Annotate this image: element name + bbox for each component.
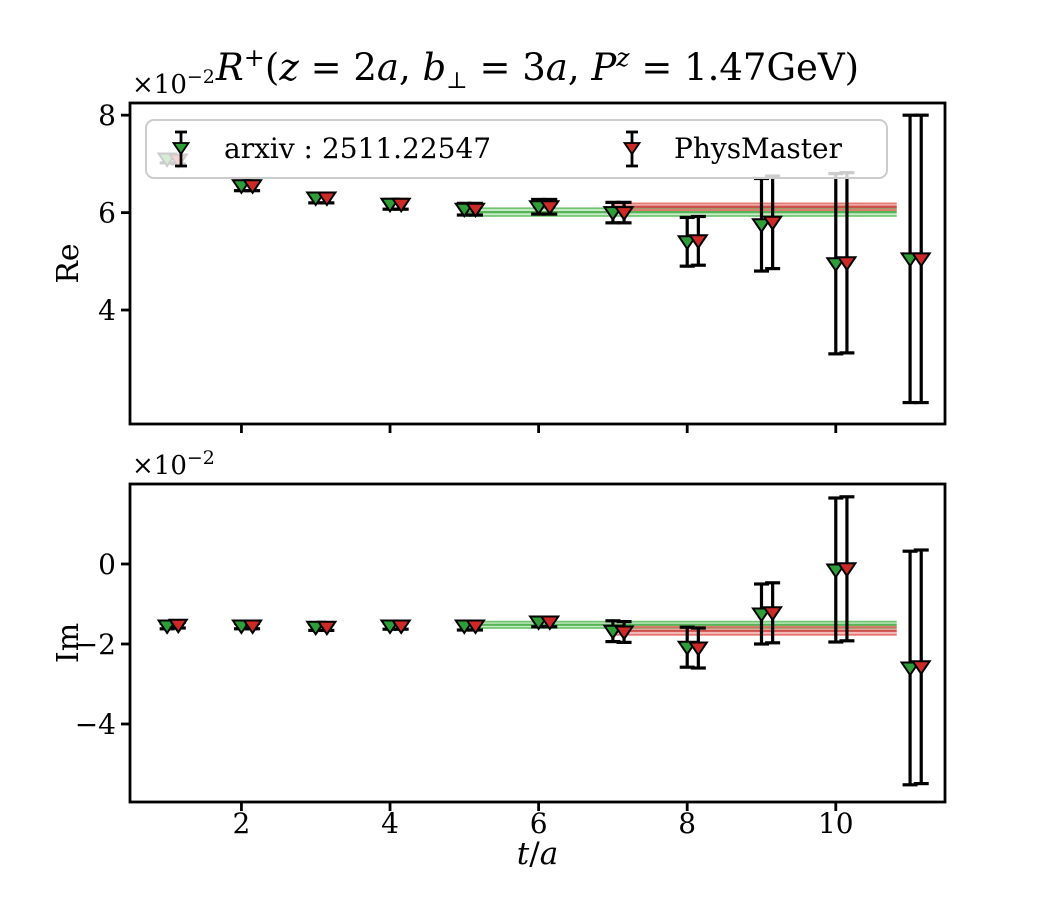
fit-band-red xyxy=(612,625,897,636)
Re-subplot: 4 6 8 ×10−2 Re xyxy=(51,66,947,433)
triangle-down-marker xyxy=(762,606,783,622)
x-tick-label: 4 xyxy=(381,807,399,840)
triangle-down-marker xyxy=(316,620,338,636)
errorbar-point xyxy=(910,113,932,405)
Im-subplot: 2 4 6 8 10 −4 −2 0 ×10−2 Im t/a xyxy=(51,447,947,872)
errorbar-point xyxy=(539,615,561,631)
triangle-down-marker xyxy=(762,215,783,232)
triangle-down-marker xyxy=(465,619,486,635)
x-tick-label: 8 xyxy=(678,807,696,840)
y-axis-label: Re xyxy=(51,243,86,283)
y-tick-label: 8 xyxy=(98,99,116,132)
errorbar-point xyxy=(613,200,635,225)
triangle-down-marker xyxy=(836,562,858,578)
offset-text: ×10−2 xyxy=(132,66,215,100)
errorbar-point xyxy=(762,581,783,645)
y-tick-label: −4 xyxy=(75,708,116,741)
legend-box xyxy=(145,119,888,179)
legend-triangle-marker xyxy=(171,142,191,156)
errorbar-point xyxy=(836,495,858,643)
legend-entry: PhysMaster xyxy=(622,130,843,168)
y-tick-label: 4 xyxy=(98,294,116,327)
plot-frame xyxy=(128,482,947,804)
triangle-down-marker xyxy=(167,618,189,634)
triangle-down-marker xyxy=(751,607,772,623)
errorbar-point xyxy=(751,176,772,273)
errorbar-point xyxy=(836,171,858,355)
errorbar-point xyxy=(390,197,412,214)
legend-label: arxiv : 2511.22547 xyxy=(224,132,491,165)
triangle-down-marker xyxy=(613,206,635,222)
triangle-down-marker xyxy=(390,619,412,635)
triangle-down-marker xyxy=(242,619,263,635)
errorbar-point xyxy=(242,179,263,195)
triangle-down-marker xyxy=(899,661,921,677)
y-axis-label: Im xyxy=(51,623,86,663)
y-tick-label: −2 xyxy=(75,628,116,661)
triangle-down-marker xyxy=(242,179,263,195)
triangle-down-marker xyxy=(539,200,561,216)
errorbar-point xyxy=(539,197,561,216)
errorbar-point xyxy=(316,191,338,207)
legend-entry: arxiv : 2511.22547 xyxy=(171,130,491,168)
triangle-down-marker xyxy=(687,641,709,657)
legend-triangle-marker xyxy=(622,142,642,156)
y-tick-label: 6 xyxy=(98,197,116,230)
triangle-down-marker xyxy=(316,191,338,207)
legend: arxiv : 2511.22547 PhysMaster xyxy=(145,119,888,179)
triangle-down-marker xyxy=(687,234,709,250)
x-tick-label: 10 xyxy=(818,807,854,840)
offset-text: ×10−2 xyxy=(132,447,215,481)
errorbar-point xyxy=(167,618,189,634)
errorbar-point xyxy=(242,619,263,635)
errorbar-point xyxy=(751,582,772,646)
plot-title: R+(z = 2a, b⊥ = 3a, Pz = 1.47GeV) xyxy=(215,43,859,94)
x-tick-label: 6 xyxy=(530,807,548,840)
y-tick-label: 0 xyxy=(98,548,116,581)
triangle-down-marker xyxy=(751,218,772,234)
series-arxiv xyxy=(156,496,921,787)
fit-band-red xyxy=(612,202,897,212)
triangle-down-marker xyxy=(825,563,847,579)
triangle-down-marker xyxy=(613,625,635,641)
triangle-down-marker xyxy=(910,252,932,268)
x-tick-label: 2 xyxy=(233,807,251,840)
x-axis-label: t/a xyxy=(517,836,558,872)
errorbar-point xyxy=(602,200,624,225)
series-physmaster xyxy=(167,495,932,786)
errorbar-point xyxy=(910,548,932,786)
errorbar-point xyxy=(390,619,412,635)
errorbar-point xyxy=(613,619,635,645)
errorbar-point xyxy=(687,214,709,267)
triangle-down-marker xyxy=(836,256,858,272)
triangle-down-marker xyxy=(539,615,561,631)
errorbar-point xyxy=(316,620,338,636)
triangle-down-marker xyxy=(465,202,486,218)
triangle-down-marker xyxy=(910,660,932,676)
errorbar-point xyxy=(465,201,486,218)
legend-label: PhysMaster xyxy=(674,132,843,165)
errorbar-point xyxy=(465,619,486,635)
triangle-down-marker xyxy=(390,197,412,214)
errorbar-point xyxy=(687,626,709,670)
